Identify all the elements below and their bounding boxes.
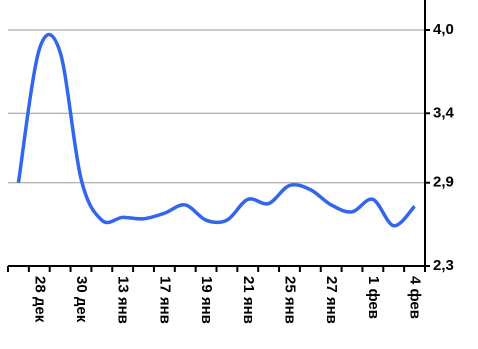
x-tick-label: 27 янв xyxy=(323,276,340,324)
x-tick-label: 30 дек xyxy=(73,276,90,323)
y-tick-label: 3,4 xyxy=(433,104,455,121)
x-tick-label: 4 фев xyxy=(407,276,424,319)
y-tick-label: 4,0 xyxy=(433,21,454,38)
y-tick-label: 2,9 xyxy=(433,174,454,191)
x-tick-label: 25 янв xyxy=(282,276,299,324)
line xyxy=(16,32,416,228)
x-tick-label: 21 янв xyxy=(240,276,257,324)
x-tick-label: 17 янв xyxy=(156,276,173,324)
x-tick-label: 28 дек xyxy=(31,276,48,323)
x-tick-label: 1 фев xyxy=(365,276,382,319)
x-tick-label: 13 янв xyxy=(115,276,132,324)
y-tick-label: 2,3 xyxy=(433,257,454,274)
x-tick-label: 19 янв xyxy=(198,276,215,324)
